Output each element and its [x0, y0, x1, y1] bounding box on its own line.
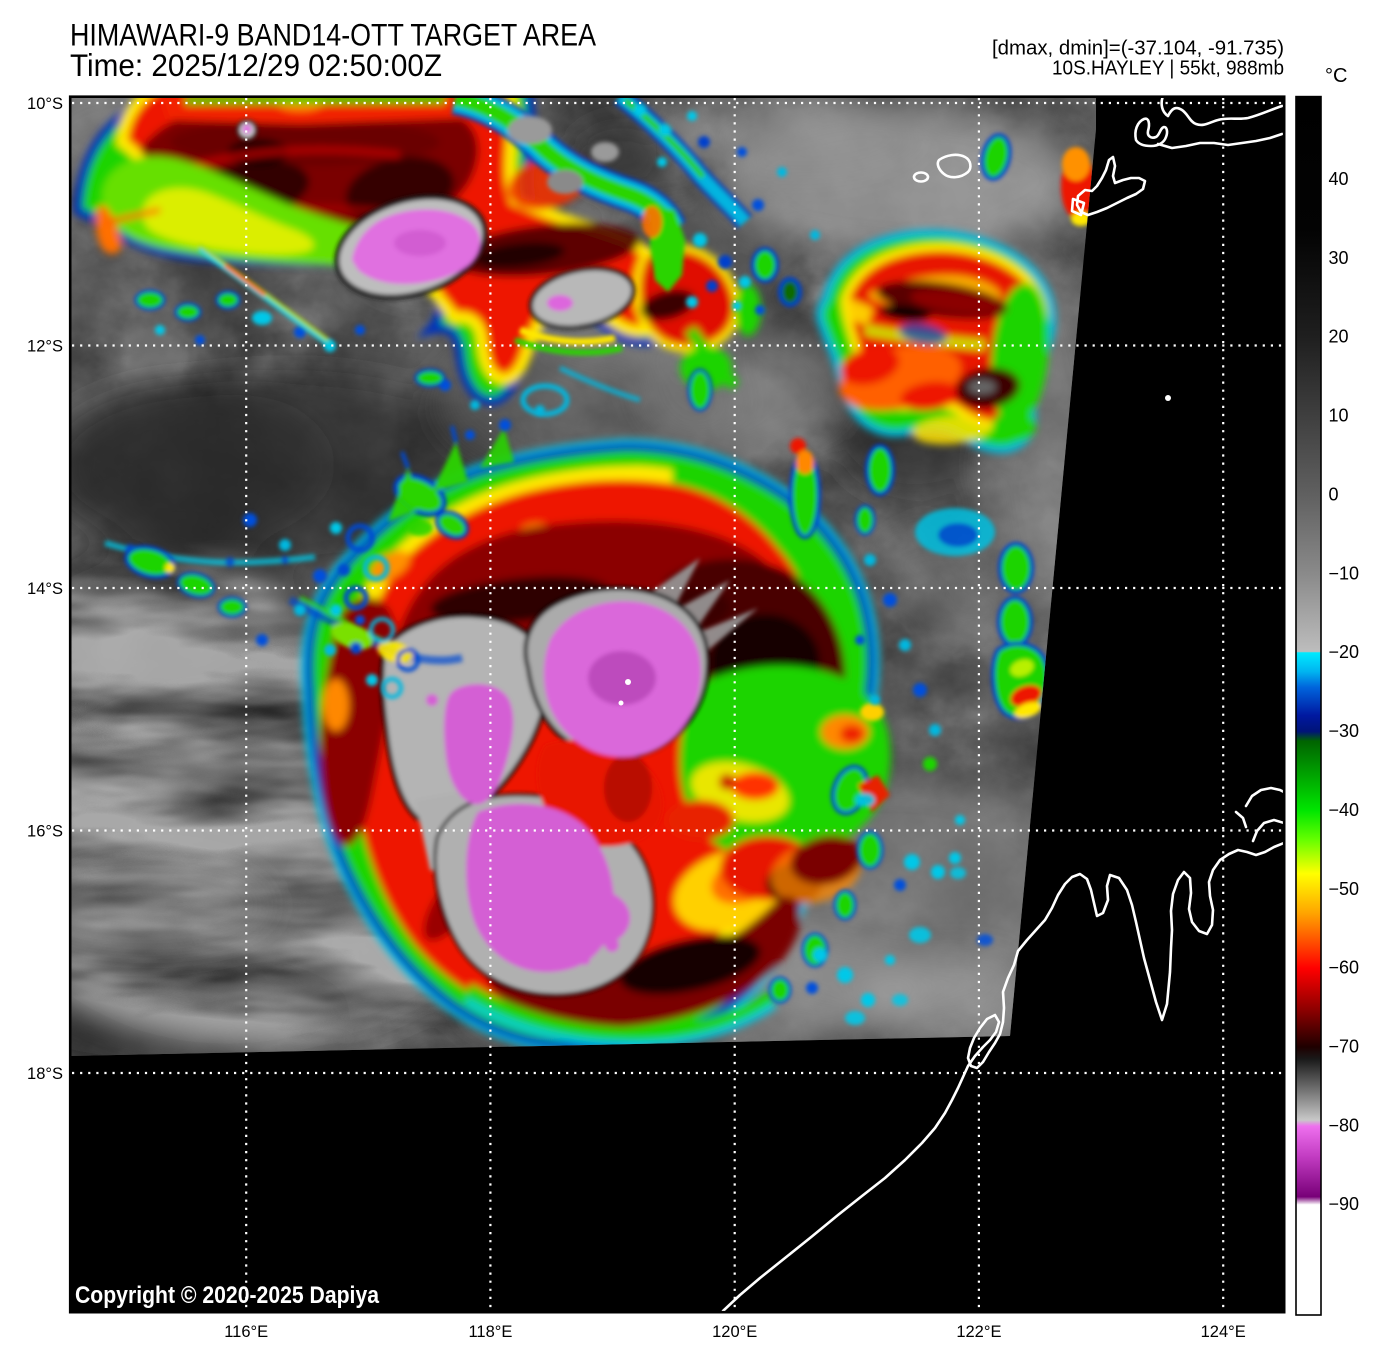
svg-text:°C: °C: [1325, 65, 1347, 87]
svg-text:0: 0: [1329, 484, 1339, 504]
svg-text:12°S: 12°S: [27, 337, 63, 355]
svg-text:120°E: 120°E: [712, 1323, 757, 1341]
svg-text:Copyright © 2020-2025 Dapiya: Copyright © 2020-2025 Dapiya: [75, 1282, 380, 1309]
svg-text:118°E: 118°E: [468, 1323, 512, 1341]
svg-text:122°E: 122°E: [956, 1323, 1001, 1341]
svg-text:−20: −20: [1329, 642, 1360, 662]
svg-text:−10: −10: [1329, 563, 1360, 583]
svg-text:−50: −50: [1329, 879, 1360, 899]
svg-text:16°S: 16°S: [27, 822, 63, 840]
svg-text:18°S: 18°S: [27, 1065, 63, 1083]
svg-text:20: 20: [1329, 327, 1349, 347]
svg-text:−30: −30: [1329, 721, 1360, 741]
svg-text:30: 30: [1329, 248, 1349, 268]
svg-text:[dmax, dmin]=(-37.104, -91.735: [dmax, dmin]=(-37.104, -91.735): [992, 38, 1284, 60]
svg-text:Time: 2025/12/29 02:50:00Z: Time: 2025/12/29 02:50:00Z: [70, 47, 442, 83]
svg-text:14°S: 14°S: [27, 580, 63, 598]
svg-text:116°E: 116°E: [224, 1323, 268, 1341]
svg-text:−40: −40: [1329, 800, 1360, 820]
svg-text:−70: −70: [1329, 1037, 1360, 1057]
svg-text:10°S: 10°S: [27, 95, 63, 113]
svg-text:10: 10: [1329, 406, 1349, 426]
svg-text:10S.HAYLEY | 55kt, 988mb: 10S.HAYLEY | 55kt, 988mb: [1052, 58, 1284, 80]
svg-text:−60: −60: [1329, 958, 1360, 978]
svg-text:−90: −90: [1329, 1194, 1360, 1214]
svg-text:40: 40: [1329, 169, 1349, 189]
svg-text:124°E: 124°E: [1201, 1323, 1246, 1341]
svg-text:−80: −80: [1329, 1115, 1360, 1135]
svg-text:HIMAWARI-9 BAND14-OTT TARGET A: HIMAWARI-9 BAND14-OTT TARGET AREA: [70, 17, 596, 53]
